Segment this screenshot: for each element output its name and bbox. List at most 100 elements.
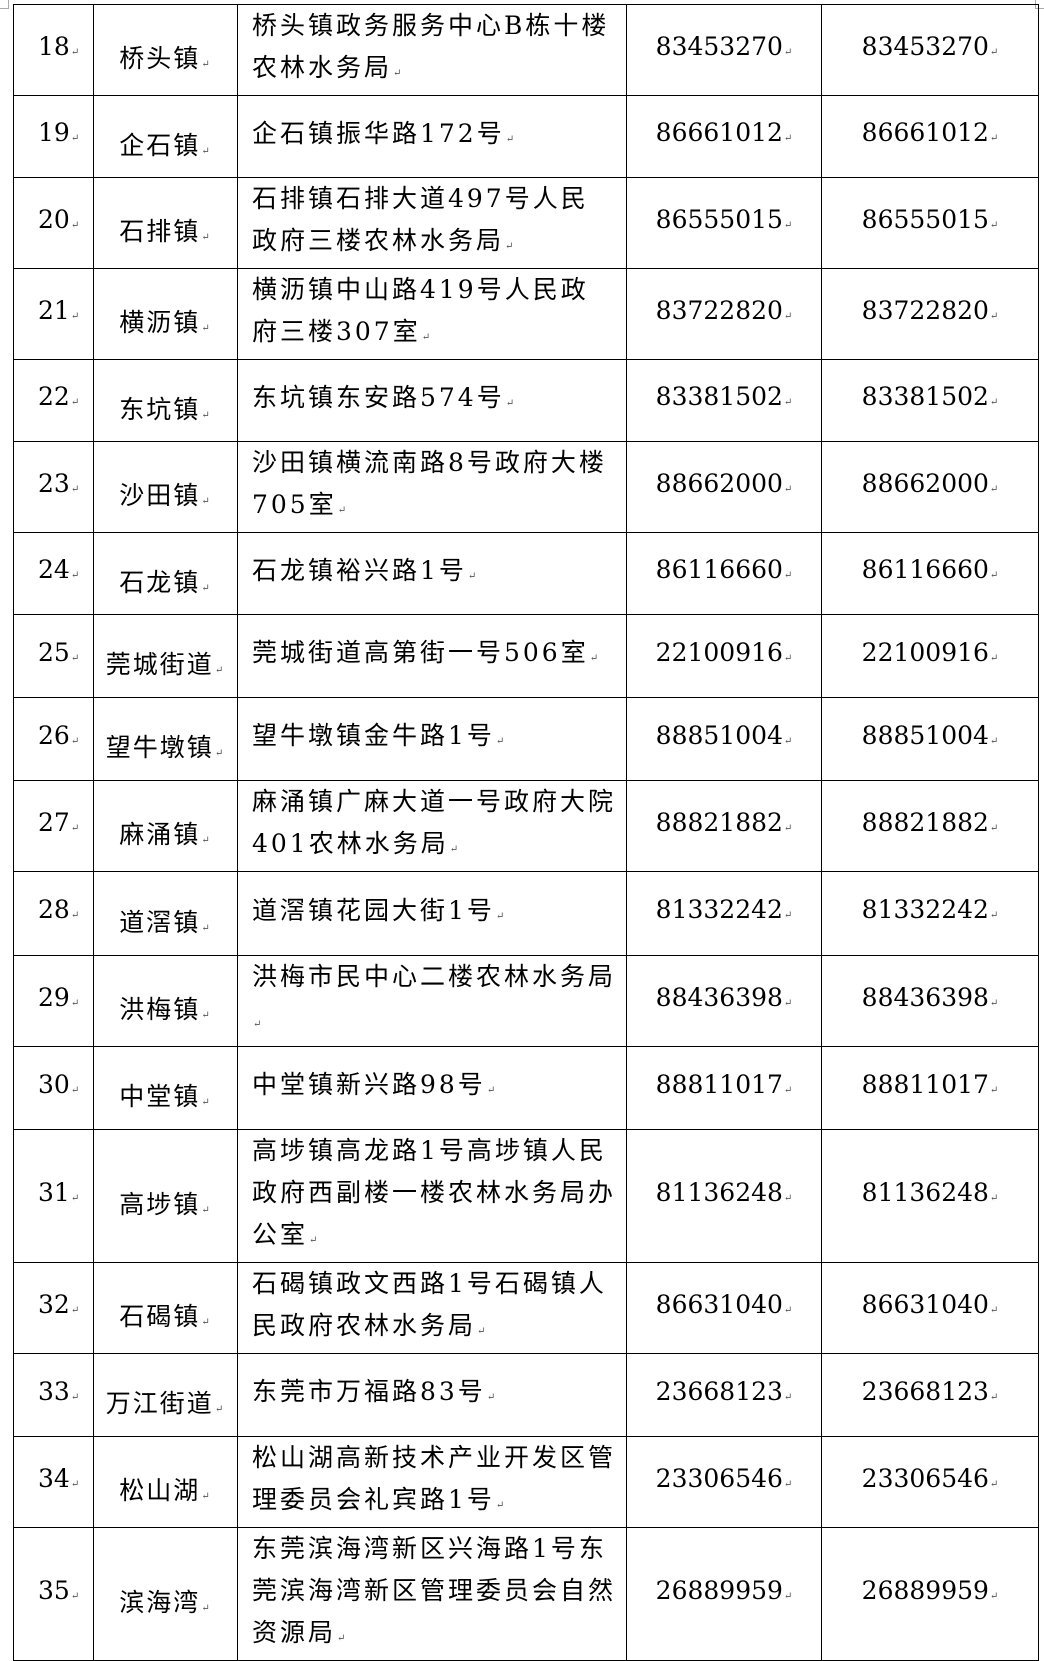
table-row: 34 松山湖 松山湖高新技术产业开发区管理委员会礼宾路1号 23306546 2… xyxy=(13,1436,1039,1528)
phone-2: 26889959 xyxy=(821,1527,1039,1661)
town-name: 东坑镇 xyxy=(93,359,238,442)
address: 高埗镇高龙路1号高埗镇人民政府西副楼一楼农林水务局办公室 xyxy=(237,1129,627,1263)
phone-1: 88851004 xyxy=(626,697,822,781)
town-name: 石排镇 xyxy=(93,177,238,269)
phone-2: 88821882 xyxy=(821,780,1039,872)
table-row: 29 洪梅镇 洪梅市民中心二楼农林水务局 88436398 88436398 xyxy=(13,955,1039,1047)
town-name: 企石镇 xyxy=(93,95,238,178)
phone-2: 88851004 xyxy=(821,697,1039,781)
row-number: 24 xyxy=(13,532,94,615)
town-name: 洪梅镇 xyxy=(93,955,238,1047)
phone-1: 83722820 xyxy=(626,268,822,360)
phone-2: 83381502 xyxy=(821,359,1039,442)
row-number: 18 xyxy=(13,4,94,96)
address: 莞城街道高第街一号506室 xyxy=(237,614,627,698)
town-name: 高埗镇 xyxy=(93,1129,238,1263)
row-number: 33 xyxy=(13,1353,94,1437)
row-number: 22 xyxy=(13,359,94,442)
address: 石排镇石排大道497号人民政府三楼农林水务局 xyxy=(237,177,627,269)
town-name: 石碣镇 xyxy=(93,1262,238,1354)
phone-1: 86661012 xyxy=(626,95,822,178)
phone-1: 88811017 xyxy=(626,1046,822,1130)
row-number: 19 xyxy=(13,95,94,178)
address: 石龙镇裕兴路1号 xyxy=(237,532,627,615)
phone-1: 83381502 xyxy=(626,359,822,442)
row-number: 30 xyxy=(13,1046,94,1130)
table-row: 28 道滘镇 道滘镇花园大街1号 81332242 81332242 xyxy=(13,871,1039,956)
table-row: 30 中堂镇 中堂镇新兴路98号 88811017 88811017 xyxy=(13,1046,1039,1130)
table-row: 23 沙田镇 沙田镇横流南路8号政府大楼705室 88662000 886620… xyxy=(13,441,1039,533)
phone-2: 86661012 xyxy=(821,95,1039,178)
row-number: 35 xyxy=(13,1527,94,1661)
phone-2: 83453270 xyxy=(821,4,1039,96)
phone-1: 26889959 xyxy=(626,1527,822,1661)
phone-2: 83722820 xyxy=(821,268,1039,360)
address: 沙田镇横流南路8号政府大楼705室 xyxy=(237,441,627,533)
phone-1: 88662000 xyxy=(626,441,822,533)
row-number: 31 xyxy=(13,1129,94,1263)
phone-2: 86555015 xyxy=(821,177,1039,269)
phone-1: 81332242 xyxy=(626,871,822,956)
address: 中堂镇新兴路98号 xyxy=(237,1046,627,1130)
address: 东坑镇东安路574号 xyxy=(237,359,627,442)
table-row: 32 石碣镇 石碣镇政文西路1号石碣镇人民政府农林水务局 86631040 86… xyxy=(13,1262,1039,1354)
phone-2: 86631040 xyxy=(821,1262,1039,1354)
row-number: 21 xyxy=(13,268,94,360)
address: 横沥镇中山路419号人民政府三楼307室 xyxy=(237,268,627,360)
row-number: 26 xyxy=(13,697,94,781)
address: 企石镇振华路172号 xyxy=(237,95,627,178)
address: 东莞市万福路83号 xyxy=(237,1353,627,1437)
table-row: 27 麻涌镇 麻涌镇广麻大道一号政府大院401农林水务局 88821882 88… xyxy=(13,780,1039,872)
row-number: 34 xyxy=(13,1436,94,1528)
phone-1: 23668123 xyxy=(626,1353,822,1437)
row-number: 23 xyxy=(13,441,94,533)
address: 松山湖高新技术产业开发区管理委员会礼宾路1号 xyxy=(237,1436,627,1528)
town-name: 莞城街道 xyxy=(93,614,238,698)
table-row: 25 莞城街道 莞城街道高第街一号506室 22100916 22100916 xyxy=(13,614,1039,698)
address: 望牛墩镇金牛路1号 xyxy=(237,697,627,781)
town-name: 桥头镇 xyxy=(93,4,238,96)
address: 石碣镇政文西路1号石碣镇人民政府农林水务局 xyxy=(237,1262,627,1354)
town-name: 松山湖 xyxy=(93,1436,238,1528)
phone-1: 83453270 xyxy=(626,4,822,96)
phone-1: 23306546 xyxy=(626,1436,822,1528)
address: 洪梅市民中心二楼农林水务局 xyxy=(237,955,627,1047)
row-number: 29 xyxy=(13,955,94,1047)
town-name: 横沥镇 xyxy=(93,268,238,360)
phone-2: 88662000 xyxy=(821,441,1039,533)
town-name: 道滘镇 xyxy=(93,871,238,956)
address: 东莞滨海湾新区兴海路1号东莞滨海湾新区管理委员会自然资源局 xyxy=(237,1527,627,1661)
row-number: 32 xyxy=(13,1262,94,1354)
page-corner-mark-left xyxy=(0,0,9,9)
phone-1: 86116660 xyxy=(626,532,822,615)
table-row: 19 企石镇 企石镇振华路172号 86661012 86661012 xyxy=(13,95,1039,178)
town-name: 万江街道 xyxy=(93,1353,238,1437)
row-number: 20 xyxy=(13,177,94,269)
town-name: 望牛墩镇 xyxy=(93,697,238,781)
phone-2: 23668123 xyxy=(821,1353,1039,1437)
table-row: 21 横沥镇 横沥镇中山路419号人民政府三楼307室 83722820 837… xyxy=(13,268,1039,360)
phone-1: 81136248 xyxy=(626,1129,822,1263)
town-name: 石龙镇 xyxy=(93,532,238,615)
phone-1: 88821882 xyxy=(626,780,822,872)
address: 道滘镇花园大街1号 xyxy=(237,871,627,956)
table-row: 24 石龙镇 石龙镇裕兴路1号 86116660 86116660 xyxy=(13,532,1039,615)
phone-2: 22100916 xyxy=(821,614,1039,698)
row-number: 27 xyxy=(13,780,94,872)
town-name: 中堂镇 xyxy=(93,1046,238,1130)
town-name: 滨海湾 xyxy=(93,1527,238,1661)
phone-1: 86631040 xyxy=(626,1262,822,1354)
phone-2: 23306546 xyxy=(821,1436,1039,1528)
town-name: 沙田镇 xyxy=(93,441,238,533)
phone-1: 22100916 xyxy=(626,614,822,698)
table-row: 31 高埗镇 高埗镇高龙路1号高埗镇人民政府西副楼一楼农林水务局办公室 8113… xyxy=(13,1129,1039,1263)
phone-1: 86555015 xyxy=(626,177,822,269)
phone-2: 81136248 xyxy=(821,1129,1039,1263)
table-row: 20 石排镇 石排镇石排大道497号人民政府三楼农林水务局 86555015 8… xyxy=(13,177,1039,269)
row-number: 28 xyxy=(13,871,94,956)
phone-1: 88436398 xyxy=(626,955,822,1047)
address: 麻涌镇广麻大道一号政府大院401农林水务局 xyxy=(237,780,627,872)
phone-2: 88436398 xyxy=(821,955,1039,1047)
phone-2: 86116660 xyxy=(821,532,1039,615)
table-row: 33 万江街道 东莞市万福路83号 23668123 23668123 xyxy=(13,1353,1039,1437)
